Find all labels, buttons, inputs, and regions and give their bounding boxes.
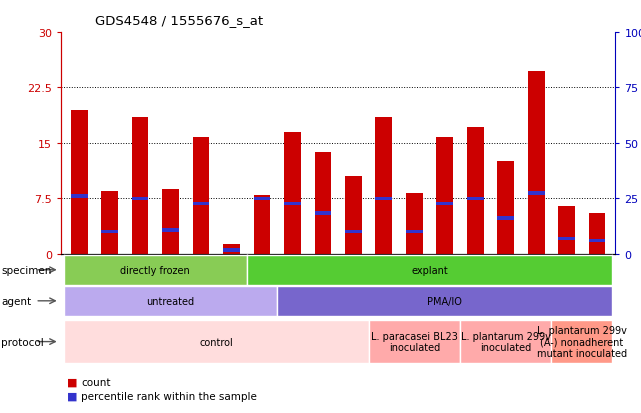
Bar	[406, 194, 422, 254]
Bar	[528, 192, 544, 195]
Text: untreated: untreated	[147, 296, 195, 306]
Bar	[345, 230, 362, 233]
Bar	[254, 197, 271, 200]
Bar	[315, 212, 331, 215]
Bar	[162, 229, 179, 232]
Bar	[588, 214, 606, 254]
Text: L. paracasei BL23
inoculated: L. paracasei BL23 inoculated	[371, 331, 458, 353]
Bar	[284, 133, 301, 254]
Bar	[437, 202, 453, 206]
Bar	[467, 197, 483, 200]
Bar	[497, 217, 514, 220]
Bar	[345, 177, 362, 254]
Bar	[315, 152, 331, 254]
Bar	[558, 206, 575, 254]
Bar	[71, 110, 88, 254]
Bar	[376, 118, 392, 254]
Bar	[497, 162, 514, 254]
Text: specimen: specimen	[1, 265, 52, 275]
Bar	[132, 197, 149, 200]
Bar	[162, 189, 179, 254]
Text: L. plantarum 299v
inoculated: L. plantarum 299v inoculated	[461, 331, 551, 353]
Bar	[132, 118, 149, 254]
Text: protocol: protocol	[1, 337, 44, 347]
Bar	[284, 202, 301, 206]
Bar	[376, 197, 392, 200]
Bar	[467, 127, 483, 254]
Bar	[437, 138, 453, 254]
Bar	[254, 195, 271, 254]
Bar	[223, 244, 240, 254]
Text: count: count	[81, 377, 111, 387]
Text: ■: ■	[67, 377, 78, 387]
Text: PMA/IO: PMA/IO	[428, 296, 462, 306]
Bar	[558, 237, 575, 241]
Bar	[528, 71, 544, 254]
Bar	[101, 191, 118, 254]
Text: directly frozen: directly frozen	[121, 265, 190, 275]
Text: ■: ■	[67, 391, 78, 401]
Bar	[588, 239, 606, 242]
Text: GDS4548 / 1555676_s_at: GDS4548 / 1555676_s_at	[96, 14, 263, 27]
Text: explant: explant	[411, 265, 448, 275]
Text: percentile rank within the sample: percentile rank within the sample	[81, 391, 257, 401]
Bar	[406, 230, 422, 233]
Bar	[193, 202, 210, 206]
Bar	[193, 138, 210, 254]
Bar	[223, 249, 240, 252]
Text: agent: agent	[1, 296, 31, 306]
Text: L. plantarum 299v
(A-) nonadherent
mutant inoculated: L. plantarum 299v (A-) nonadherent mutan…	[537, 325, 627, 358]
Bar	[101, 230, 118, 233]
Text: control: control	[199, 337, 233, 347]
Bar	[71, 195, 88, 198]
